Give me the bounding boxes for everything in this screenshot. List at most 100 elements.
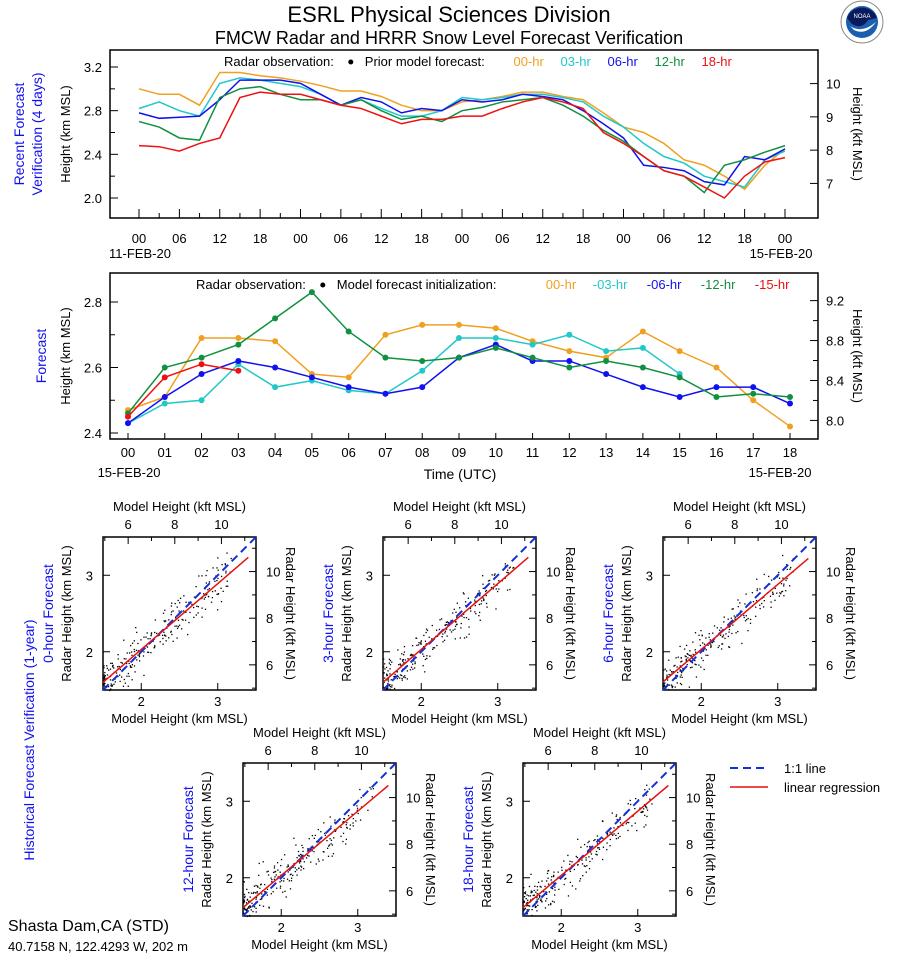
scatter-point bbox=[345, 824, 347, 826]
scatter-point bbox=[367, 809, 369, 811]
data-point-12-hr bbox=[603, 357, 610, 364]
legend-forecast-label: Model forecast initialization: bbox=[337, 277, 497, 292]
scatter-point bbox=[682, 667, 684, 670]
scatter-point bbox=[138, 655, 141, 658]
scatter-point bbox=[195, 614, 197, 616]
scatter-point bbox=[176, 625, 178, 627]
scatter-point bbox=[551, 887, 554, 890]
scatter-point bbox=[109, 689, 111, 692]
one-to-one-line bbox=[662, 536, 817, 691]
x-tick-label: 06 bbox=[657, 231, 671, 246]
scatter-point bbox=[712, 632, 714, 634]
scatter-point bbox=[664, 682, 666, 684]
scatter-point bbox=[721, 643, 724, 645]
scatter-point bbox=[623, 814, 625, 817]
data-point-00-hr bbox=[492, 325, 499, 332]
scatter-point bbox=[283, 880, 285, 882]
scatter-point bbox=[663, 669, 665, 671]
scatter-point bbox=[103, 677, 105, 679]
scatter-point bbox=[303, 861, 305, 863]
scatter-point bbox=[526, 904, 529, 906]
scatter-point bbox=[587, 841, 589, 844]
scatter-point bbox=[317, 858, 319, 860]
scatter-point bbox=[254, 892, 257, 894]
scatter-point bbox=[137, 650, 139, 652]
scatter-point bbox=[201, 616, 203, 618]
scatter-point bbox=[323, 822, 325, 824]
scatter-point bbox=[111, 685, 113, 687]
scatter-point bbox=[695, 663, 697, 666]
scatter-point bbox=[495, 608, 497, 610]
scatter-panel bbox=[662, 536, 817, 691]
scatter-point bbox=[399, 674, 402, 676]
scatter-point bbox=[274, 871, 276, 873]
scatter-point bbox=[136, 659, 138, 661]
x2-tick-label: 10 bbox=[634, 743, 648, 758]
data-point-15-hr bbox=[235, 367, 242, 374]
scatter-point bbox=[444, 632, 446, 634]
scatter-point bbox=[455, 623, 458, 626]
scatter-point bbox=[640, 811, 642, 813]
scatter-point bbox=[780, 593, 782, 595]
scatter-point bbox=[255, 907, 257, 910]
scatter-point bbox=[582, 875, 584, 877]
scatter-point bbox=[548, 891, 550, 893]
x-axis-label: Model Height (km MSL) bbox=[671, 711, 808, 726]
scatter-point bbox=[589, 851, 592, 853]
scatter-point bbox=[389, 663, 392, 666]
data-point-12-hr bbox=[566, 364, 573, 371]
scatter-point bbox=[609, 845, 611, 847]
x-tick-label: 06 bbox=[495, 231, 509, 246]
scatter-point bbox=[216, 609, 219, 611]
x2-tick-label: 6 bbox=[125, 517, 132, 532]
scatter-point bbox=[535, 906, 537, 908]
scatter-point bbox=[359, 788, 361, 791]
scatter-point bbox=[609, 831, 611, 833]
data-point-03-hr bbox=[492, 335, 499, 342]
scatter-point bbox=[294, 867, 296, 869]
scatter-point bbox=[268, 906, 270, 908]
scatter-point bbox=[781, 590, 784, 593]
scatter-point bbox=[349, 828, 351, 830]
scatter-point bbox=[176, 627, 179, 630]
y2-tick-label: 8 bbox=[406, 837, 413, 852]
scatter-point bbox=[255, 911, 257, 913]
y-tick-label: 2 bbox=[226, 871, 233, 886]
scatter-point bbox=[737, 630, 739, 633]
one-to-one-line bbox=[382, 536, 537, 691]
scatter-point bbox=[627, 829, 629, 832]
scatter-point bbox=[162, 612, 165, 614]
scatter-point bbox=[424, 640, 427, 642]
scatter-point bbox=[150, 635, 152, 637]
scatter-point bbox=[246, 888, 248, 891]
scatter-point bbox=[412, 668, 414, 670]
scatter-point bbox=[749, 622, 752, 624]
scatter-point bbox=[557, 871, 559, 873]
scatter-point bbox=[534, 906, 537, 909]
scatter-point bbox=[525, 902, 528, 904]
scatter-point bbox=[203, 598, 205, 600]
scatter-point bbox=[596, 835, 599, 837]
y-axis-label: Radar Height (km MSL) bbox=[59, 545, 74, 682]
scatter-point bbox=[423, 634, 425, 637]
scatter-point bbox=[699, 644, 702, 647]
scatter-point bbox=[138, 654, 141, 656]
scatter-point bbox=[782, 577, 784, 579]
scatter-point bbox=[563, 860, 565, 862]
scatter-point bbox=[728, 626, 730, 628]
scatter-point bbox=[259, 898, 261, 901]
regression-line bbox=[102, 556, 249, 683]
scatter-point bbox=[459, 637, 461, 639]
scatter-point bbox=[343, 817, 345, 820]
scatter-point bbox=[142, 655, 145, 657]
scatter-point bbox=[111, 665, 114, 667]
scatter-point bbox=[204, 608, 207, 610]
scatter-point bbox=[135, 626, 137, 629]
scatter-point bbox=[591, 858, 593, 860]
scatter-point bbox=[689, 667, 692, 669]
scatter-point bbox=[639, 807, 641, 809]
scatter-point bbox=[188, 621, 190, 624]
regression-line bbox=[242, 784, 389, 909]
scatter-point bbox=[279, 887, 282, 889]
scatter-point bbox=[529, 895, 532, 897]
